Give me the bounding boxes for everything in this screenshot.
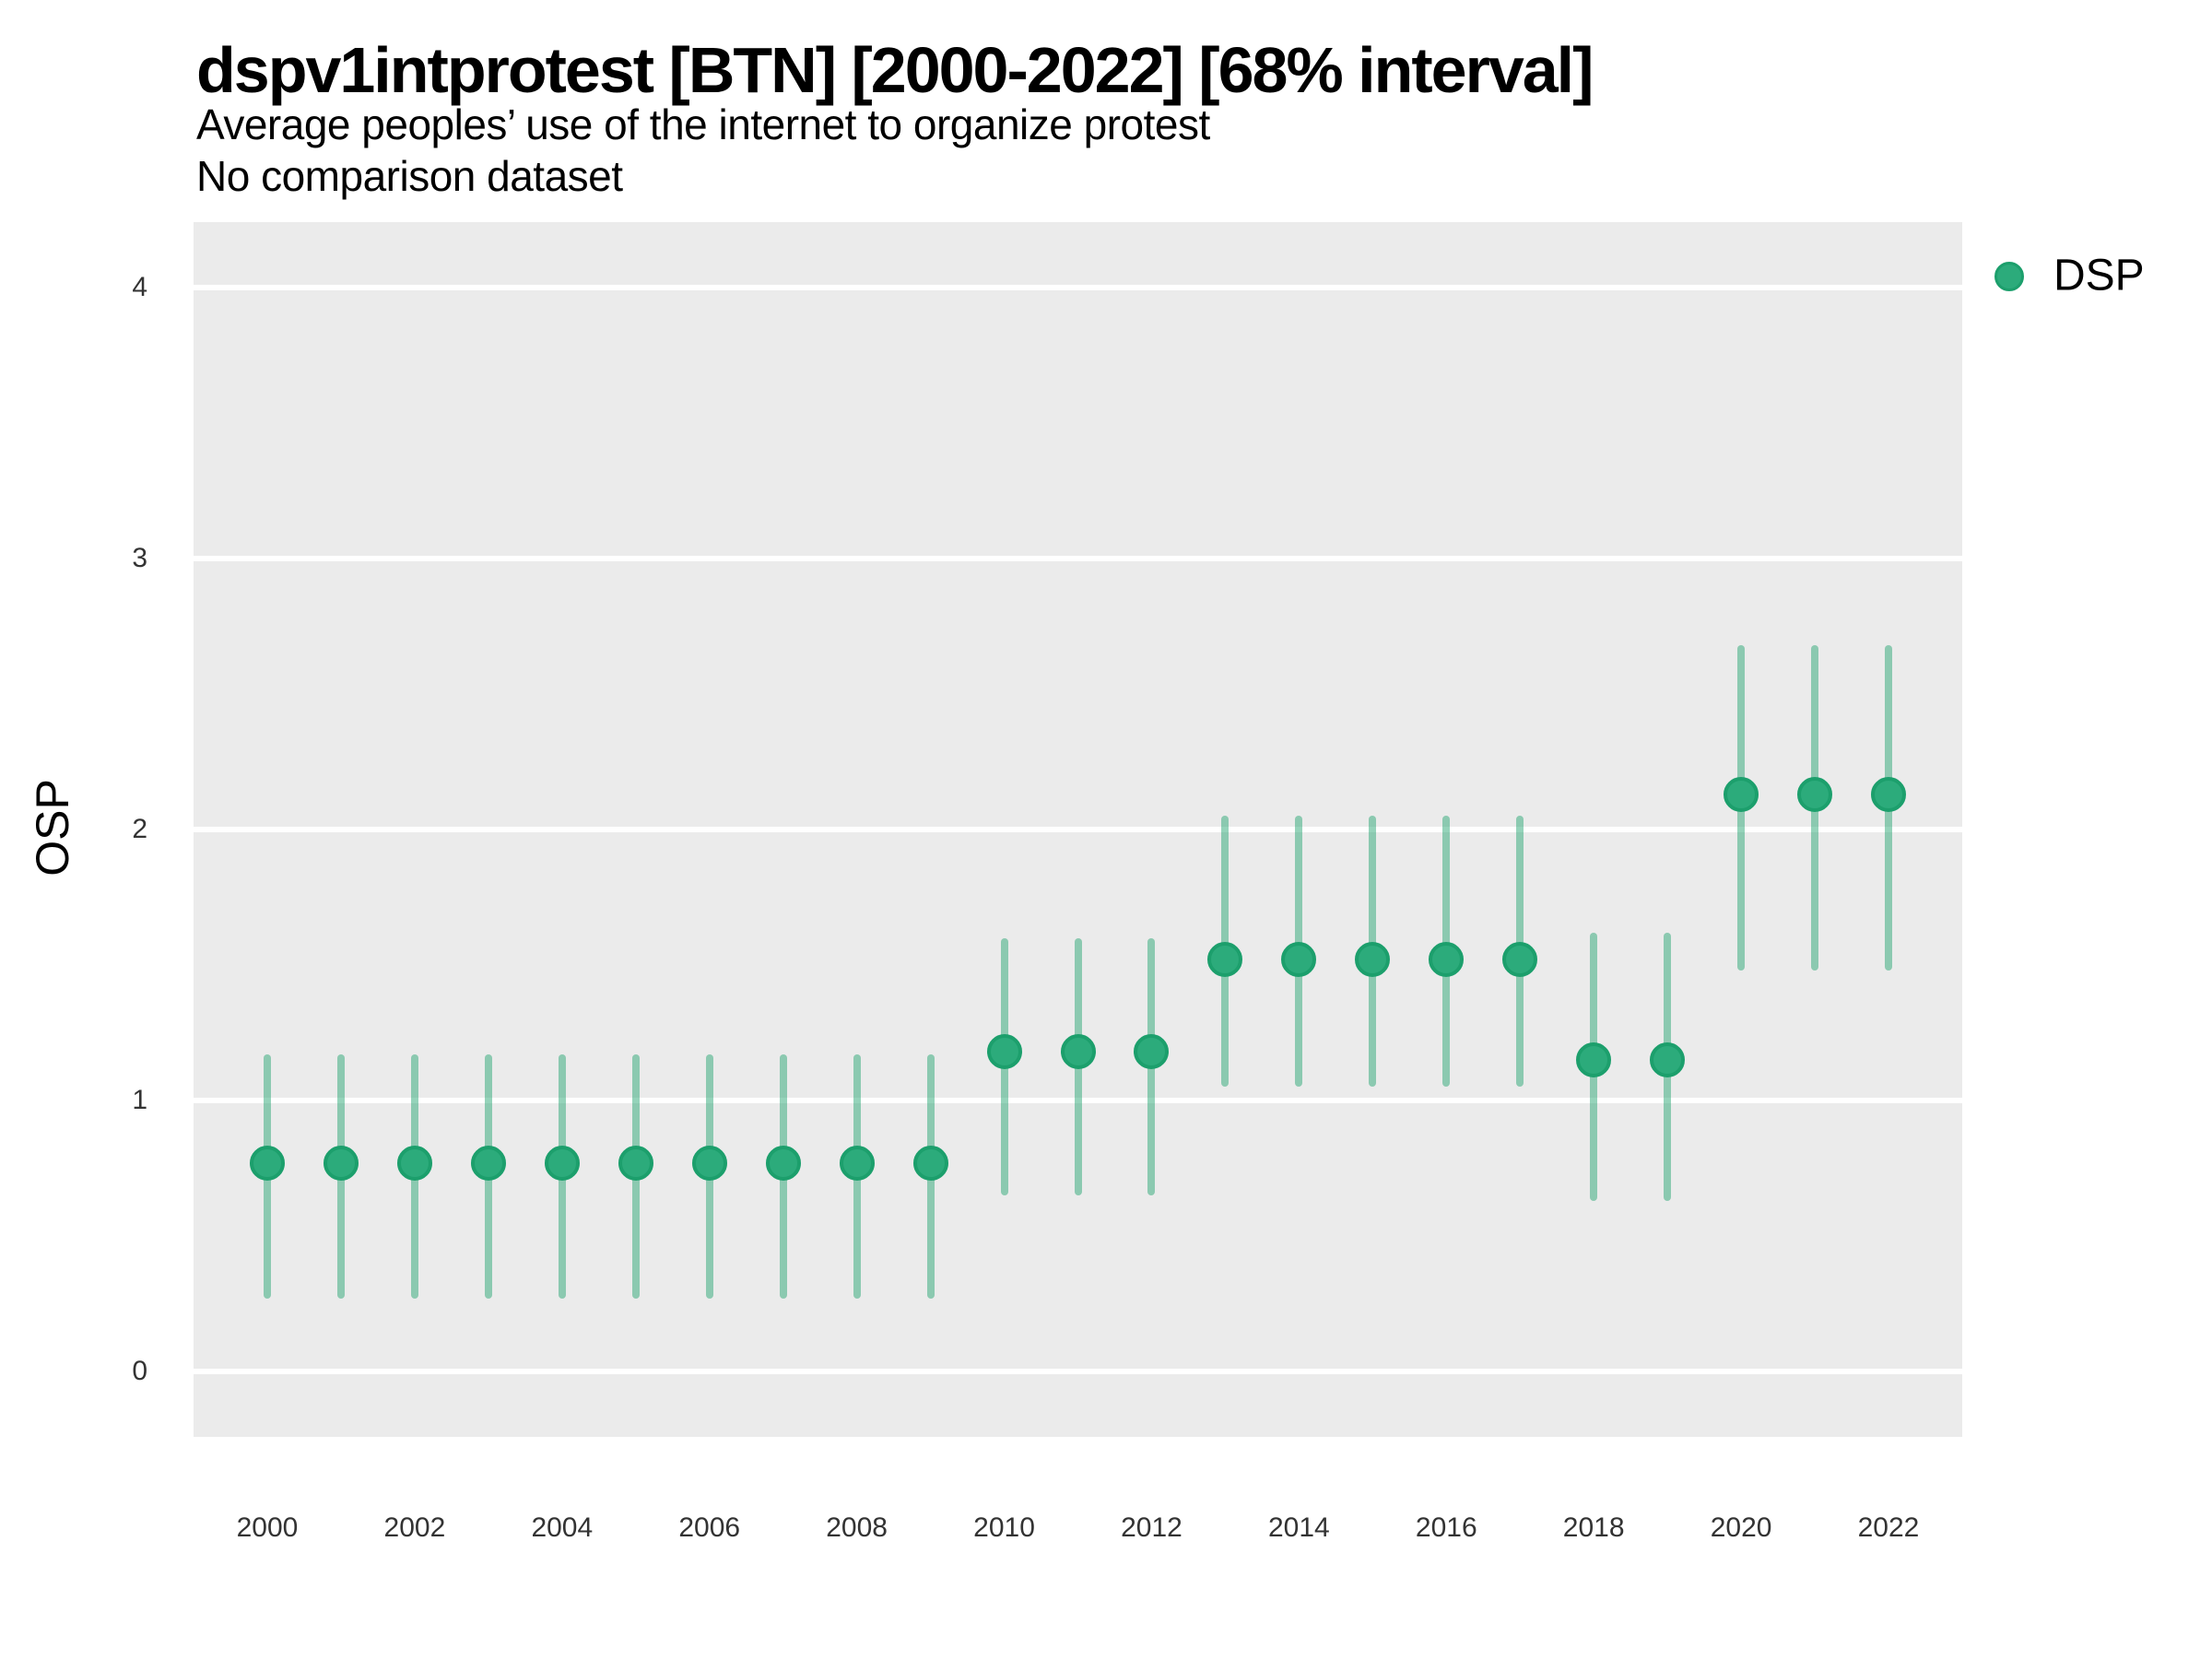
x-tick-label: 2018	[1562, 1512, 1625, 1543]
x-tick-label: 2000	[236, 1512, 299, 1543]
plot-panel	[194, 222, 1962, 1437]
data-point	[1355, 942, 1391, 978]
data-point	[1576, 1041, 1612, 1077]
legend-label: DSP	[2053, 251, 2145, 300]
x-tick-label: 2016	[1415, 1512, 1477, 1543]
chart-subtitle: Average peoples’ use of the internet to …	[196, 100, 1210, 148]
data-point	[1060, 1034, 1096, 1070]
data-point	[1650, 1041, 1686, 1077]
x-tick-label: 2020	[1710, 1512, 1772, 1543]
x-tick-label: 2004	[531, 1512, 594, 1543]
data-point	[1429, 942, 1465, 978]
x-tick-label: 2022	[1857, 1512, 1920, 1543]
data-point	[396, 1145, 432, 1181]
x-tick-label: 2012	[1121, 1512, 1182, 1543]
data-point	[618, 1145, 653, 1181]
y-tick-label: 2	[132, 814, 147, 844]
gridline	[194, 556, 1962, 561]
x-tick-label: 2006	[678, 1512, 741, 1543]
data-point	[544, 1145, 580, 1181]
data-point	[1502, 942, 1538, 978]
data-point	[1871, 776, 1906, 812]
y-tick-label: 4	[132, 272, 147, 302]
y-tick-label: 1	[132, 1085, 147, 1115]
data-point	[1134, 1034, 1170, 1070]
x-tick-label: 2010	[973, 1512, 1035, 1543]
data-point	[839, 1145, 875, 1181]
data-point	[1281, 942, 1317, 978]
data-point	[765, 1145, 801, 1181]
y-tick-label: 3	[132, 543, 147, 573]
data-point	[250, 1145, 285, 1181]
data-point	[912, 1145, 948, 1181]
chart-note: No comparison dataset	[196, 152, 623, 200]
gridline	[194, 285, 1962, 290]
chart-title: dspv1intprotest [BTN] [2000-2022] [68% i…	[196, 34, 1594, 106]
data-point	[323, 1145, 359, 1181]
data-point	[691, 1145, 727, 1181]
data-point	[1207, 942, 1243, 978]
data-point	[1797, 776, 1833, 812]
x-tick-label: 2008	[826, 1512, 888, 1543]
data-point	[1724, 776, 1759, 812]
x-tick-label: 2002	[383, 1512, 446, 1543]
x-tick-label: 2014	[1267, 1512, 1330, 1543]
gridline	[194, 827, 1962, 832]
data-point	[470, 1145, 506, 1181]
y-tick-label: 0	[132, 1356, 147, 1386]
gridline	[194, 1369, 1962, 1374]
data-point	[986, 1034, 1022, 1070]
legend-point-icon	[1994, 262, 2024, 291]
